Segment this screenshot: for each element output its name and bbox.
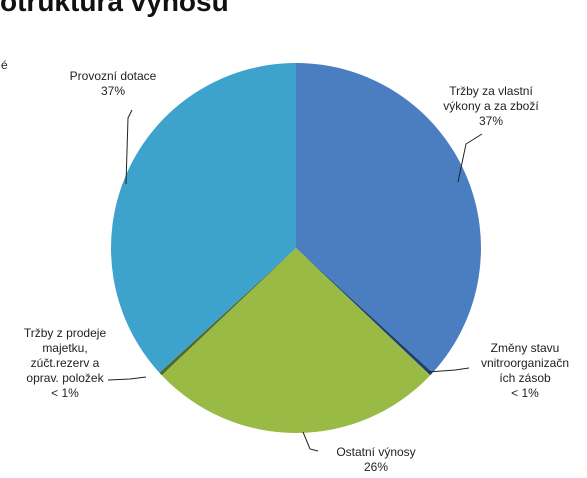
slice-label-line: vnitroorganizačn	[481, 356, 569, 370]
slice-label-2: Změny stavu vnitroorganizačn ích zásob < 1%	[481, 341, 569, 400]
slice-label-line: Tržby za vlastní	[449, 84, 533, 98]
slice-label-line: výkony a za zboží	[443, 99, 539, 113]
slice-label-line: Změny stavu	[491, 341, 560, 355]
leader-line-4	[107, 376, 147, 381]
slice-label-line: < 1%	[511, 386, 539, 400]
slice-label-line: < 1%	[51, 386, 79, 400]
slice-label-line: 37%	[479, 114, 503, 128]
chart-title: otruktura výnosů	[0, 0, 229, 17]
slice-label-line: Ostatní výnosy	[336, 445, 415, 459]
slice-label-1: Tržby za vlastní výkony a za zboží 37%	[443, 84, 539, 128]
leader-line-3	[302, 431, 319, 452]
slice-label-line: ích zásob	[499, 371, 551, 385]
pie-slice-4	[159, 248, 296, 376]
slice-label-5: Provozní dotace 37%	[70, 69, 157, 98]
slice-label-line: 37%	[101, 84, 125, 98]
pie-slice-3	[161, 248, 431, 434]
slice-label-line: oprav. položek	[26, 371, 104, 385]
slice-label-line: 26%	[364, 460, 388, 474]
pie-slices	[111, 63, 481, 434]
slice-labels: Tržby za vlastní výkony a za zboží 37%Změn…	[24, 69, 569, 474]
edge-text-fragment: é	[1, 58, 8, 72]
slice-label-line: Tržby z prodeje	[24, 326, 107, 340]
slice-label-line: Provozní dotace	[70, 69, 157, 83]
pie-slice-5	[111, 63, 296, 373]
slice-label-4: Tržby z prodeje majetku, zúčt.rezerv a opra…	[24, 326, 107, 400]
pie-slice-1	[296, 63, 481, 373]
leader-line-5	[125, 109, 133, 185]
pie-slice-2	[296, 248, 433, 376]
slice-label-line: zúčt.rezerv a	[31, 356, 100, 370]
slice-label-line: majetku,	[42, 341, 87, 355]
leader-line-2	[427, 367, 470, 373]
leader-line-1	[457, 133, 483, 183]
slice-label-3: Ostatní výnosy 26%	[336, 445, 415, 474]
leader-lines	[107, 109, 483, 452]
